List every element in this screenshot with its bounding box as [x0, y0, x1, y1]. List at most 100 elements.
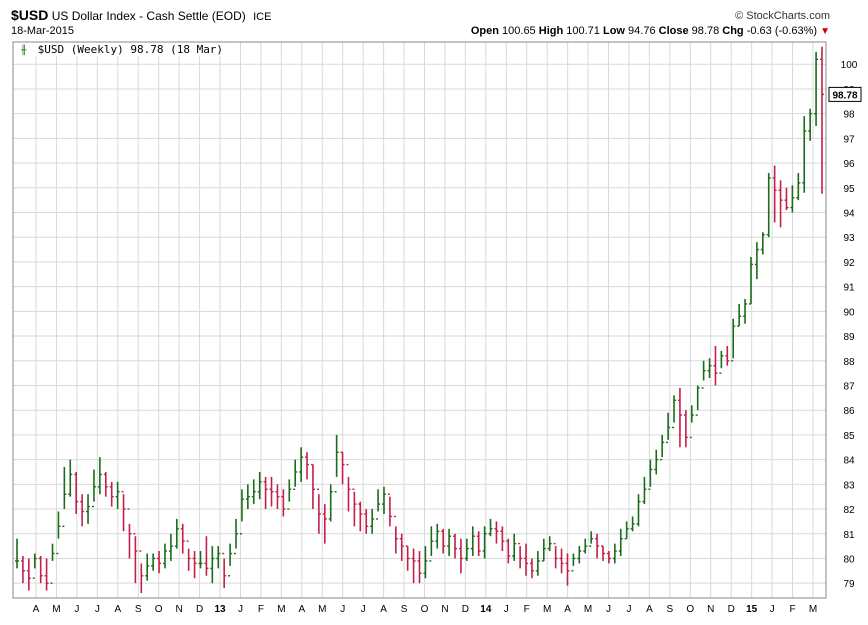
ohlc-bar — [115, 481, 120, 510]
close-label: Close — [658, 25, 689, 37]
ohlc-bar — [334, 434, 339, 493]
ohlc-bar — [245, 484, 250, 510]
ohlc-bar — [458, 538, 463, 574]
ohlc-bar — [393, 515, 398, 554]
ohlc-bar — [305, 452, 310, 480]
down-arrow-icon: ▼ — [820, 26, 830, 37]
x-tick-label: A — [114, 604, 121, 615]
open-value: 100.65 — [502, 25, 536, 37]
y-tick-label: 81 — [843, 530, 855, 541]
ohlc-bar — [606, 551, 611, 564]
y-tick-label: 94 — [843, 209, 855, 220]
ohlc-bar — [257, 471, 262, 500]
chart-legend: ╫ $USD (Weekly) 98.78 (18 Mar) — [19, 43, 226, 56]
x-tick-label: J — [504, 604, 509, 615]
y-tick-label: 91 — [843, 283, 855, 294]
ohlc-bar — [180, 523, 185, 554]
ohlc-bar — [121, 491, 126, 532]
high-label: High — [538, 25, 564, 37]
ohlc-bar — [660, 434, 665, 461]
x-tick-label: A — [33, 604, 40, 615]
ohlc-bar — [32, 553, 37, 579]
ohlc-bar — [387, 493, 392, 527]
ohlc-bar — [239, 489, 244, 535]
ohlc-bar — [204, 536, 209, 576]
ohlc-bar — [518, 542, 523, 569]
x-tick-label: J — [626, 604, 631, 615]
chart-date: 18-Mar-2015 — [11, 25, 74, 37]
ohlc-bar — [683, 410, 688, 448]
ohlc-bar — [719, 350, 724, 374]
x-tick-label: D — [462, 604, 469, 615]
ohlc-bar — [808, 108, 813, 141]
y-tick-label: 80 — [843, 554, 855, 565]
ohlc-bar — [80, 494, 85, 527]
ohlc-bar — [381, 486, 386, 514]
ohlc-bar — [151, 553, 156, 571]
ohlc-bar — [74, 471, 79, 514]
ohlc-bar — [316, 488, 321, 534]
ohlc-bar — [293, 459, 298, 490]
y-tick-label: 95 — [843, 184, 855, 195]
symbol: $USD — [11, 7, 49, 23]
x-tick-label: J — [74, 604, 79, 615]
x-tick-label: A — [564, 604, 571, 615]
price-bars — [15, 46, 824, 594]
ohlc-bar — [589, 531, 594, 547]
x-tick-label: N — [707, 604, 714, 615]
ohlc-bar — [618, 528, 623, 556]
ohlc-bar — [103, 471, 108, 497]
ohlc-bar — [328, 484, 333, 522]
ohlc-bar — [612, 543, 617, 564]
ohlc-bar — [417, 551, 422, 584]
x-tick-label: J — [606, 604, 611, 615]
y-tick-label: 87 — [843, 381, 855, 392]
ohlc-bar — [20, 555, 25, 584]
ohlc-bar — [790, 185, 795, 213]
x-tick-label: M — [318, 604, 326, 615]
ohlc-bar — [778, 180, 783, 228]
ohlc-bar — [642, 476, 647, 505]
security-name: US Dollar Index - Cash Settle (EOD) — [51, 9, 246, 23]
ohlc-bar — [358, 501, 363, 532]
low-value: 94.76 — [628, 25, 656, 37]
ohlc-bar — [26, 558, 31, 591]
ohlc-bar — [376, 489, 381, 520]
ohlc-bar — [470, 526, 475, 556]
x-tick-label: S — [667, 604, 674, 615]
legend-text: $USD (Weekly) 98.78 (18 Mar) — [37, 43, 224, 56]
ohlc-bar — [399, 533, 404, 561]
ohlc-bar — [731, 318, 736, 362]
x-tick-label: M — [543, 604, 551, 615]
ohlc-bar — [186, 540, 191, 571]
ohlc-bar — [97, 457, 102, 495]
y-tick-label: 83 — [843, 480, 855, 491]
ohlc-bar — [737, 303, 742, 327]
x-tick-label: O — [686, 604, 694, 615]
bar-legend-icon: ╫ — [21, 46, 27, 56]
ohlc-bar — [559, 548, 564, 574]
ohlc-bar — [198, 551, 203, 569]
ohlc-bar — [109, 481, 114, 507]
ohlc-bar — [38, 555, 43, 584]
y-tick-label: 89 — [843, 332, 855, 343]
ohlc-bar — [162, 543, 167, 569]
ohlc-bar — [713, 345, 718, 386]
ohlc-bar — [577, 546, 582, 564]
source-credit[interactable]: © StockCharts.com — [735, 10, 830, 22]
low-label: Low — [602, 25, 625, 37]
x-tick-label: 15 — [746, 604, 758, 615]
ohlc-summary: Open 100.65 High 100.71 Low 94.76 Close … — [471, 25, 830, 37]
last-price-tag: 98.78 — [828, 86, 862, 102]
x-tick-label: F — [789, 604, 795, 615]
chg-label: Chg — [722, 25, 744, 37]
ohlc-bar — [346, 463, 351, 512]
ohlc-bar — [168, 533, 173, 561]
y-tick-label: 92 — [843, 258, 855, 269]
ohlc-bar — [541, 538, 546, 562]
plot-frame — [12, 41, 827, 599]
ohlc-bar — [506, 538, 511, 564]
x-tick-label: J — [770, 604, 775, 615]
x-tick-label: A — [298, 604, 305, 615]
